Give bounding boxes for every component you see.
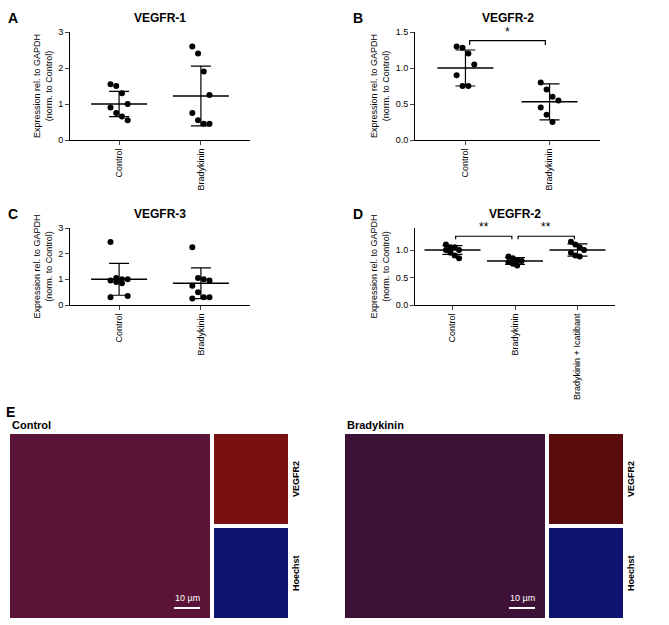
svg-text:3: 3 bbox=[58, 27, 63, 37]
svg-text:Control: Control bbox=[447, 314, 457, 343]
svg-text:VEGFR-2: VEGFR-2 bbox=[489, 207, 541, 221]
svg-text:2: 2 bbox=[58, 249, 63, 259]
svg-text:VEGFR-1: VEGFR-1 bbox=[134, 11, 186, 25]
svg-text:0: 0 bbox=[58, 300, 63, 310]
svg-text:10 µm: 10 µm bbox=[510, 593, 535, 603]
svg-text:0.0: 0.0 bbox=[396, 135, 409, 145]
svg-text:VEGFR2: VEGFR2 bbox=[291, 461, 301, 497]
svg-text:0.5: 0.5 bbox=[396, 273, 409, 283]
svg-text:Control: Control bbox=[12, 419, 51, 431]
svg-text:**: ** bbox=[541, 220, 551, 234]
svg-text:*: * bbox=[505, 25, 510, 39]
svg-text:Control: Control bbox=[114, 149, 124, 178]
svg-text:0: 0 bbox=[58, 135, 63, 145]
svg-text:Bradykinin: Bradykinin bbox=[347, 419, 404, 431]
svg-text:B: B bbox=[353, 10, 363, 26]
svg-text:Expression rel. to GAPDH(norm.: Expression rel. to GAPDH(norm. to Contro… bbox=[369, 34, 391, 138]
svg-text:1.5: 1.5 bbox=[396, 27, 409, 37]
svg-text:1: 1 bbox=[58, 99, 63, 109]
svg-text:10 µm: 10 µm bbox=[175, 593, 200, 603]
svg-text:Control: Control bbox=[114, 314, 124, 343]
svg-text:Expression rel. to GAPDH(norm.: Expression rel. to GAPDH(norm. to Contro… bbox=[32, 214, 54, 318]
svg-text:Expression rel. to GAPDH(norm.: Expression rel. to GAPDH(norm. to Contro… bbox=[32, 34, 54, 138]
svg-text:1: 1 bbox=[58, 274, 63, 284]
svg-text:Bradykinin + Icatibant: Bradykinin + Icatibant bbox=[572, 313, 582, 400]
svg-text:A: A bbox=[8, 10, 18, 26]
svg-text:C: C bbox=[8, 206, 18, 222]
svg-text:**: ** bbox=[479, 220, 489, 234]
svg-text:VEGFR2: VEGFR2 bbox=[626, 461, 636, 497]
svg-text:Bradykinin: Bradykinin bbox=[196, 149, 206, 191]
svg-text:Hoechst: Hoechst bbox=[291, 555, 301, 591]
svg-text:0.5: 0.5 bbox=[396, 99, 409, 109]
svg-text:1.0: 1.0 bbox=[396, 63, 409, 73]
svg-text:Hoechst: Hoechst bbox=[626, 555, 636, 591]
svg-text:VEGFR-3: VEGFR-3 bbox=[134, 207, 186, 221]
svg-text:Control: Control bbox=[460, 149, 470, 178]
svg-text:E: E bbox=[6, 404, 15, 420]
svg-text:Bradykinin: Bradykinin bbox=[510, 314, 520, 356]
svg-text:Expression rel. to GAPDH(norm.: Expression rel. to GAPDH(norm. to Contro… bbox=[369, 214, 391, 318]
svg-text:D: D bbox=[353, 206, 363, 222]
svg-text:1.0: 1.0 bbox=[396, 245, 409, 255]
svg-text:VEGFR-2: VEGFR-2 bbox=[482, 11, 534, 25]
svg-text:0.0: 0.0 bbox=[396, 300, 409, 310]
svg-text:3: 3 bbox=[58, 223, 63, 233]
svg-text:Bradykinin: Bradykinin bbox=[544, 149, 554, 191]
svg-text:2: 2 bbox=[58, 63, 63, 73]
svg-text:Bradykinin: Bradykinin bbox=[196, 314, 206, 356]
